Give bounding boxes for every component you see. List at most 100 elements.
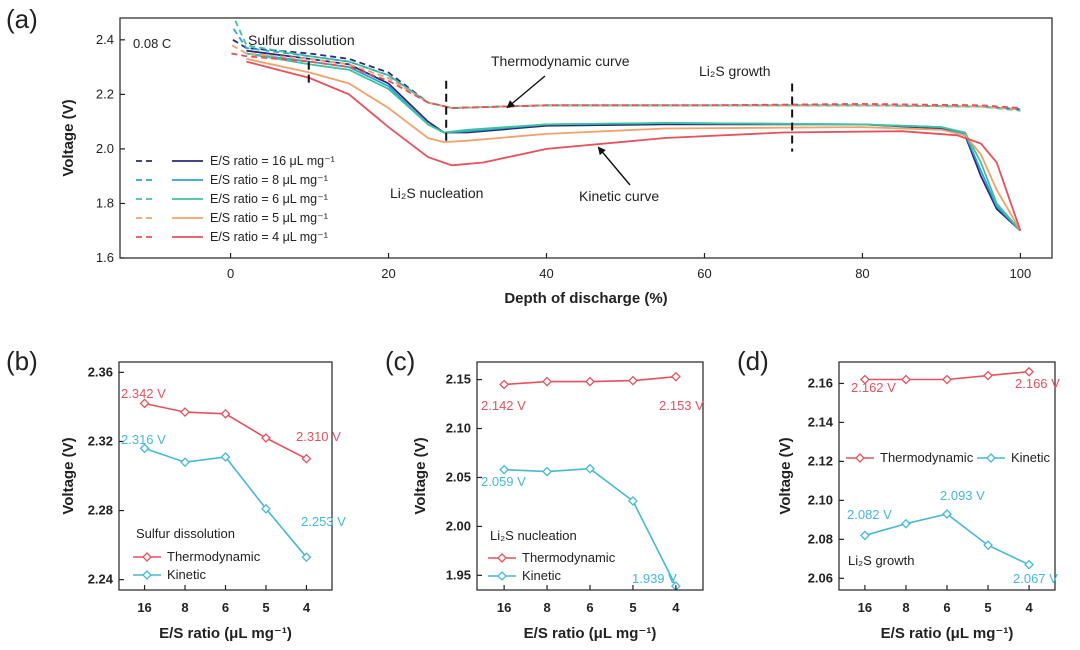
x-tick-label: 8 [902,600,909,615]
legend-label: E/S ratio = 6 μL mg⁻¹ [210,192,328,206]
b-label-thermo-first: 2.342 V [121,386,166,401]
kinetic-line-e-s-6 [246,52,1022,232]
kinetic-point [1024,559,1034,570]
b-label-kinetic-first: 2.316 V [121,432,166,447]
y-tick-label: 2.32 [88,433,113,448]
y-tick-label: 2.0 [96,141,114,156]
kinetic-point [261,503,271,514]
d-label-thermo-first: 2.162 V [851,380,896,395]
legend-label: Thermodynamic [522,550,616,565]
kinetic-point [499,464,510,475]
y-axis-title: Voltage (V) [60,437,77,514]
annotation-c: Li₂S nucleation [490,528,577,543]
x-tick-label: 5 [984,600,991,615]
y-tick-label: 1.95 [446,567,471,582]
kinetic-point [983,540,993,551]
x-tick-label: 4 [1025,600,1033,615]
c-label-thermo-first: 2.142 V [481,398,526,413]
x-tick-label: 6 [586,600,593,615]
x-tick-label: 40 [539,266,553,281]
legend-marker [142,570,152,580]
kinetic-point [860,530,870,541]
c-label-kinetic-last: 1.939 V [632,571,677,586]
y-tick-label: 2.10 [446,421,471,436]
arrow-kinetic [597,146,631,186]
thermodynamic-line-e-s-16 [232,39,1021,111]
legend-label: E/S ratio = 8 μL mg⁻¹ [210,173,328,187]
y-axis-title: Voltage (V) [412,437,429,514]
thermodynamic-point [860,374,870,385]
x-tick-label: 4 [672,600,680,615]
annotation-thermodynamic-curve: Thermodynamic curve [491,53,630,69]
x-tick-label: 16 [137,600,151,615]
kinetic-point [139,443,150,454]
legend-label: Kinetic [522,568,562,583]
x-tick-label: 80 [855,266,869,281]
legend-marker [497,571,507,581]
y-axis-title: Voltage (V) [777,437,794,514]
y-tick-label: 2.08 [808,531,833,546]
y-tick-label: 2.06 [808,570,833,585]
kinetic-line-e-s-8 [246,52,1022,232]
thermodynamic-point [301,453,312,464]
thermodynamic-point [180,407,190,418]
y-tick-label: 1.8 [96,195,114,210]
d-label-kinetic-mid: 2.093 V [940,488,985,503]
y-tick-label: 2.2 [96,86,114,101]
x-tick-label: 5 [262,600,269,615]
rate-label: 0.08 C [133,36,171,51]
legend-marker [986,453,996,463]
kinetic-point [220,452,231,462]
y-tick-label: 2.12 [808,453,833,468]
thermodynamic-line-e-s-4 [231,52,1021,109]
legend-label: E/S ratio = 5 μL mg⁻¹ [210,211,328,225]
x-tick-label: 60 [697,266,711,281]
annotation-sulfur-dissolution: Sulfur dissolution [248,32,355,48]
b-label-kinetic-last: 2.253 V [301,514,346,529]
y-tick-label: 2.14 [808,414,834,429]
x-tick-label: 5 [629,600,636,615]
x-axis-title: E/S ratio (μL mg⁻¹) [881,625,1014,642]
panel-b: 16 8 6 5 4 2.24 2.28 2.32 2.36 E/S ratio (μL mg⁻¹… [60,361,346,642]
kinetic-point [628,496,638,506]
x-tick-label: 16 [497,600,511,615]
thermodynamic-point [542,376,552,387]
panel-d: 16 8 6 5 4 2.06 2.08 2.10 2.12 2.14 2.16 E/S ratio … [777,361,1060,642]
y-tick-label: 1.6 [96,250,114,265]
x-tick-label: 16 [858,600,872,615]
thermodynamic-point [628,375,638,386]
kinetic-point [942,509,952,519]
kinetic-line-e-s-5 [246,58,1022,232]
x-axis-title: E/S ratio (μL mg⁻¹) [159,625,292,642]
y-tick-label: 2.15 [446,372,471,387]
y-tick-label: 2.28 [88,503,113,518]
thermodynamic-point [670,371,681,382]
d-label-kinetic-first: 2.082 V [847,507,892,522]
legend-label: Kinetic [167,567,207,582]
panel-label-a: (a) [6,4,38,34]
kinetic-point [542,466,552,477]
x-tick-label: 8 [543,600,550,615]
c-label-thermo-last: 2.153 V [659,398,704,413]
thermodynamic-point [261,433,271,443]
y-tick-label: 2.24 [88,572,114,587]
x-axis-title: E/S ratio (μL mg⁻¹) [524,625,657,642]
y-tick-label: 2.16 [808,375,833,390]
panel-label-b: (b) [6,346,38,376]
legend-label: E/S ratio = 16 μL mg⁻¹ [210,154,335,168]
y-tick-label: 2.00 [446,518,471,533]
thermodynamic-point [901,374,911,385]
kinetic-point [301,552,312,563]
kinetic-point [901,518,911,529]
legend-marker [497,553,507,563]
annotation-b: Sulfur dissolution [136,526,235,541]
thermodynamic-point [942,374,952,385]
x-tick-label: 6 [943,600,950,615]
legend-marker [855,453,865,463]
x-tick-label: 0 [227,266,234,281]
y-tick-label: 2.4 [96,32,114,47]
d-label-kinetic-last: 2.067 V [1013,571,1058,586]
y-tick-label: 2.10 [808,492,833,507]
x-tick-label: 6 [222,600,229,615]
